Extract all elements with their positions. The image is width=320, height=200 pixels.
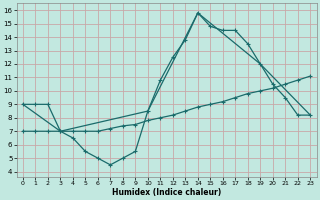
X-axis label: Humidex (Indice chaleur): Humidex (Indice chaleur) <box>112 188 221 197</box>
